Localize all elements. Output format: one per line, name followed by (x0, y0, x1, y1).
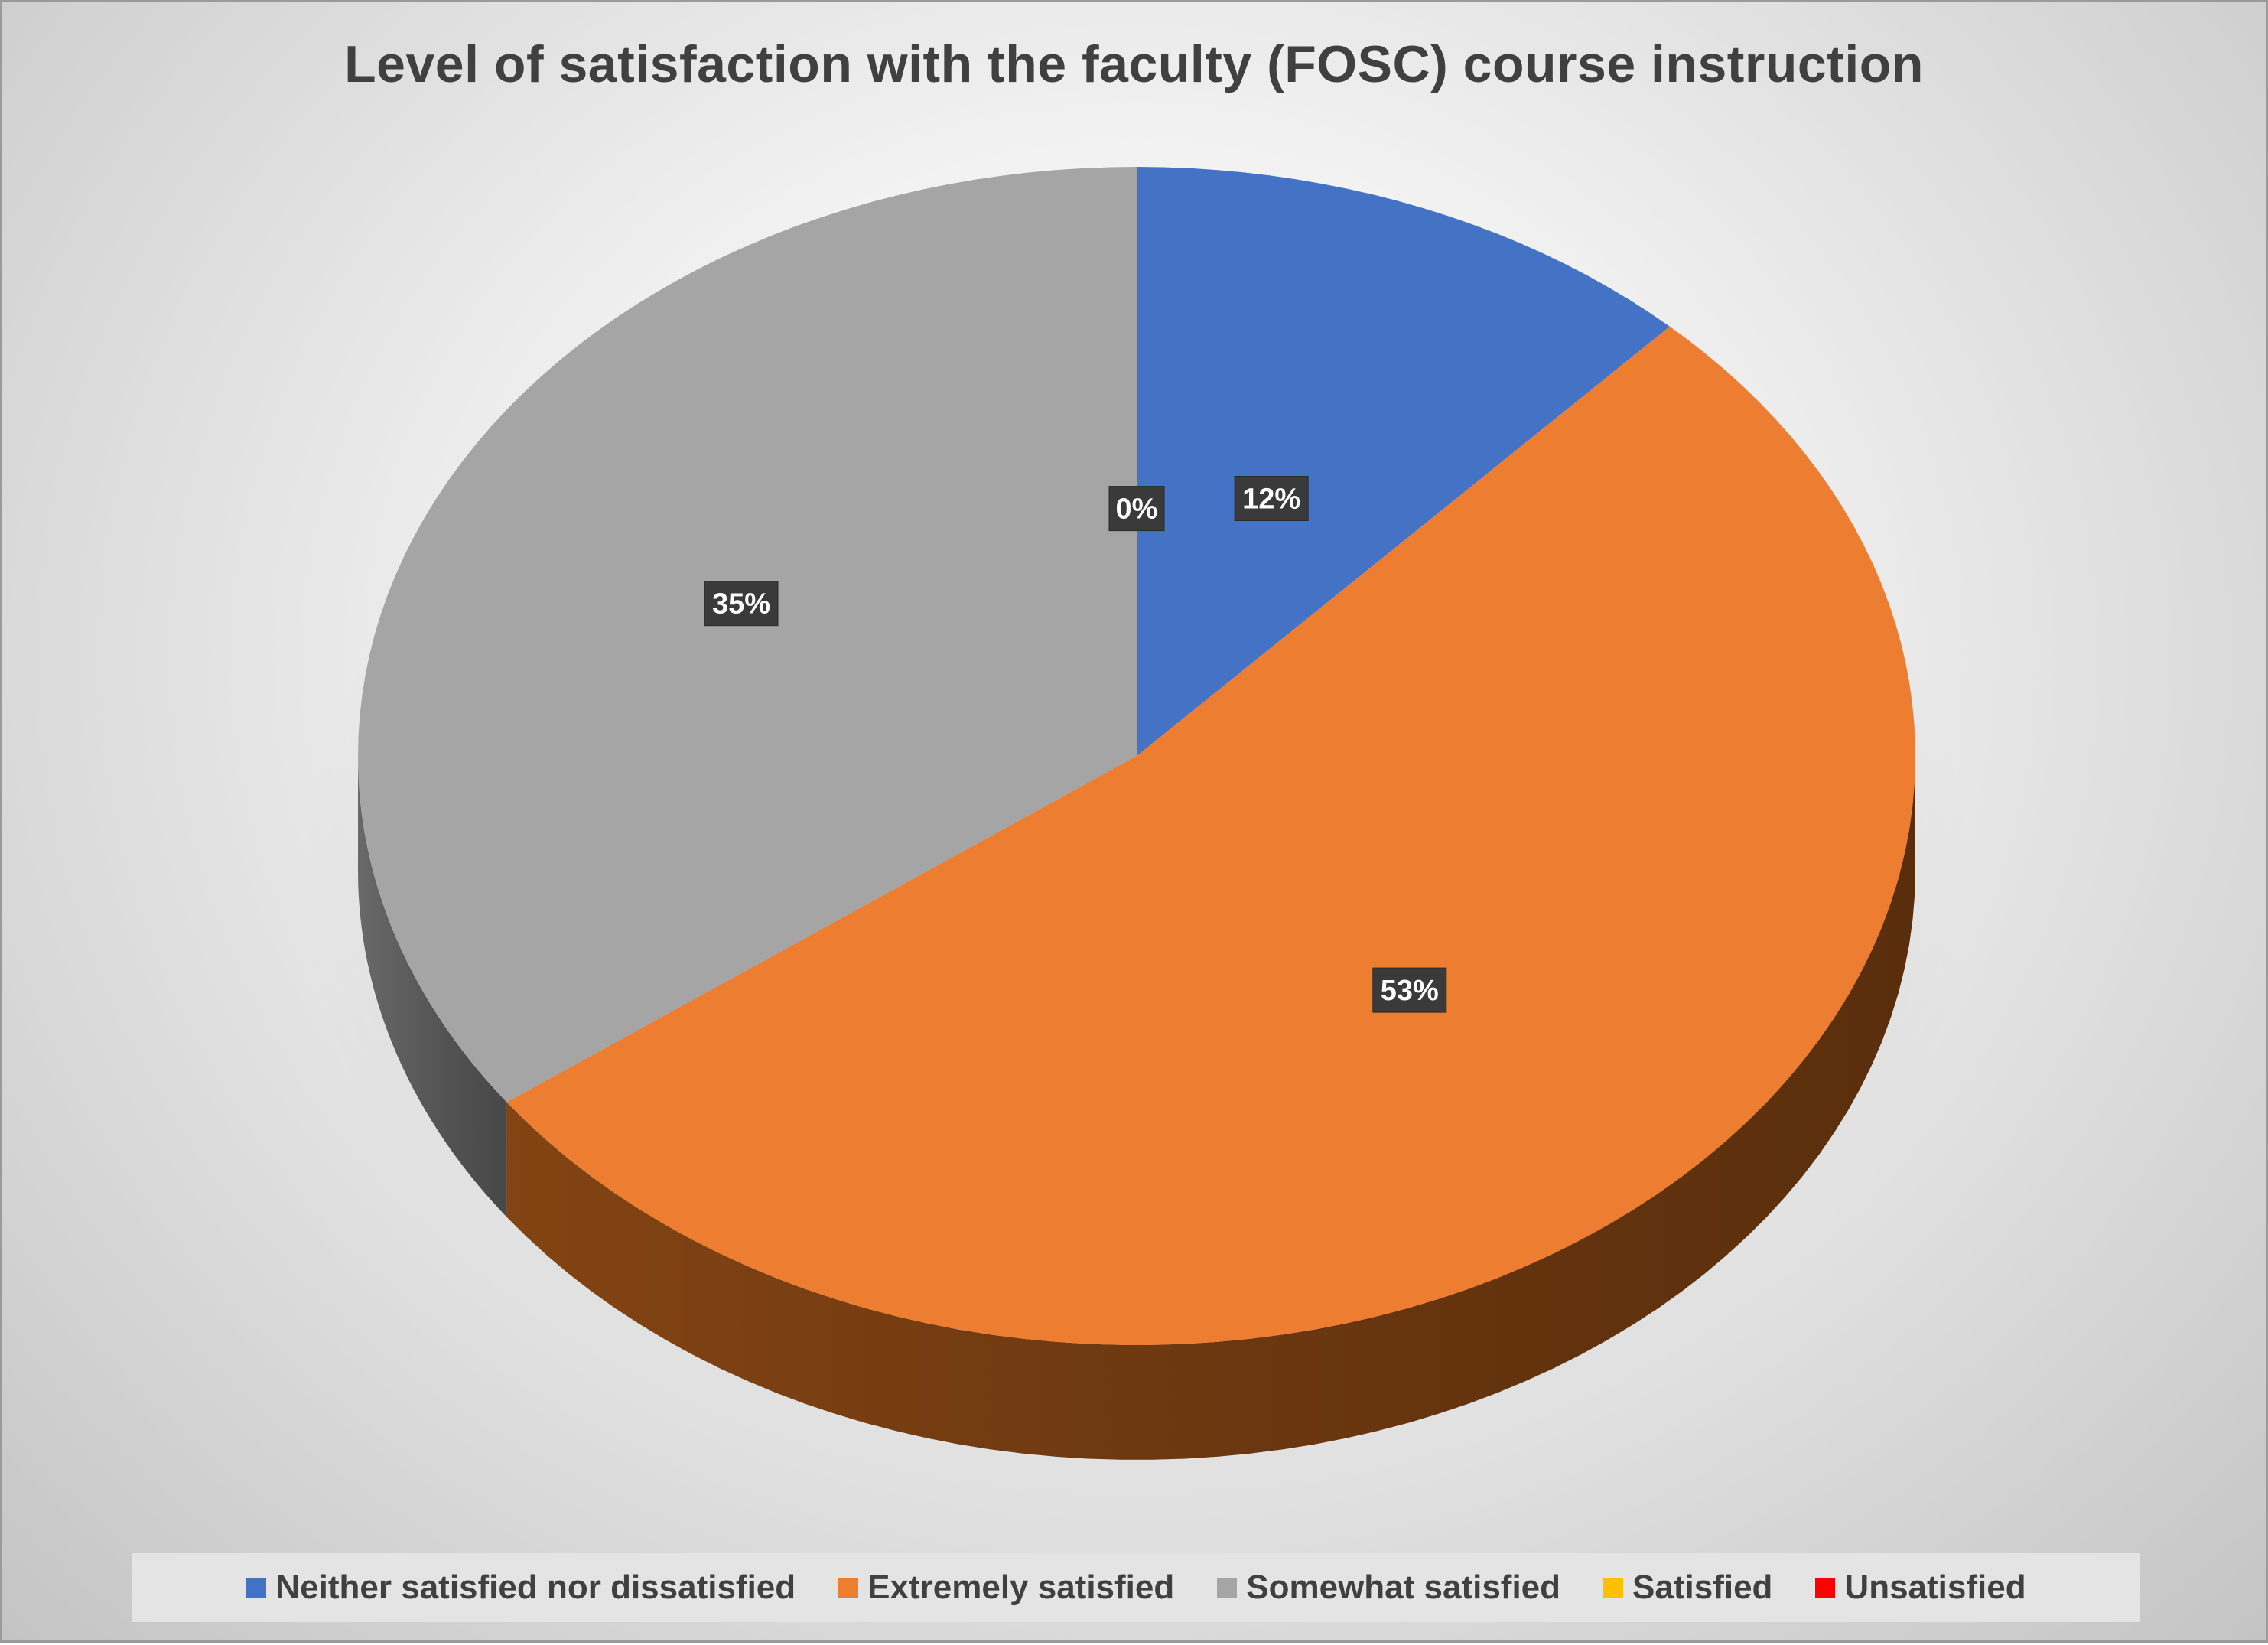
data-label-0: 12% (1242, 484, 1300, 516)
legend-swatch-4 (1815, 1578, 1836, 1598)
legend-label-0: Neither satisfied nor dissatisfied (275, 1568, 796, 1606)
legend-item-3[interactable]: Satisfied (1603, 1568, 1772, 1607)
data-label-box-0 (1234, 476, 1309, 521)
legend-swatch-0 (246, 1578, 267, 1598)
data-label-1: 53% (1381, 975, 1439, 1007)
legend-label-3: Satisfied (1632, 1568, 1773, 1606)
data-label-box-3 (1108, 486, 1165, 532)
legend-swatch-1 (838, 1578, 859, 1598)
legend-swatch-2 (1217, 1578, 1238, 1598)
data-label-box-1 (1372, 967, 1447, 1013)
data-label-3: 0% (1116, 494, 1158, 526)
legend-item-2[interactable]: Somewhat satisfied (1217, 1568, 1560, 1607)
legend-label-2: Somewhat satisfied (1246, 1568, 1561, 1606)
legend-label-1: Extremely satisfied (867, 1568, 1175, 1606)
pie-slice-0[interactable] (1137, 167, 1670, 756)
legend-item-1[interactable]: Extremely satisfied (838, 1568, 1174, 1607)
data-label-box-2 (704, 581, 779, 627)
legend-label-4: Unsatisfied (1844, 1568, 2026, 1606)
chart-title: Level of satisfaction with the faculty (… (344, 35, 1924, 93)
legend-item-4[interactable]: Unsatisfied (1815, 1568, 2026, 1607)
data-label-2: 35% (712, 588, 770, 621)
pie-slice-2[interactable] (358, 167, 1137, 1103)
legend-item-0[interactable]: Neither satisfied nor dissatisfied (246, 1568, 796, 1607)
chart-legend: Neither satisfied nor dissatisfied Extrem… (132, 1553, 2140, 1622)
pie-slice-side-shade-2 (358, 756, 507, 1217)
pie-slice-1[interactable] (506, 326, 1915, 1346)
pie-slice-side-shade-1 (506, 756, 1915, 1460)
legend-swatch-3 (1603, 1578, 1624, 1598)
